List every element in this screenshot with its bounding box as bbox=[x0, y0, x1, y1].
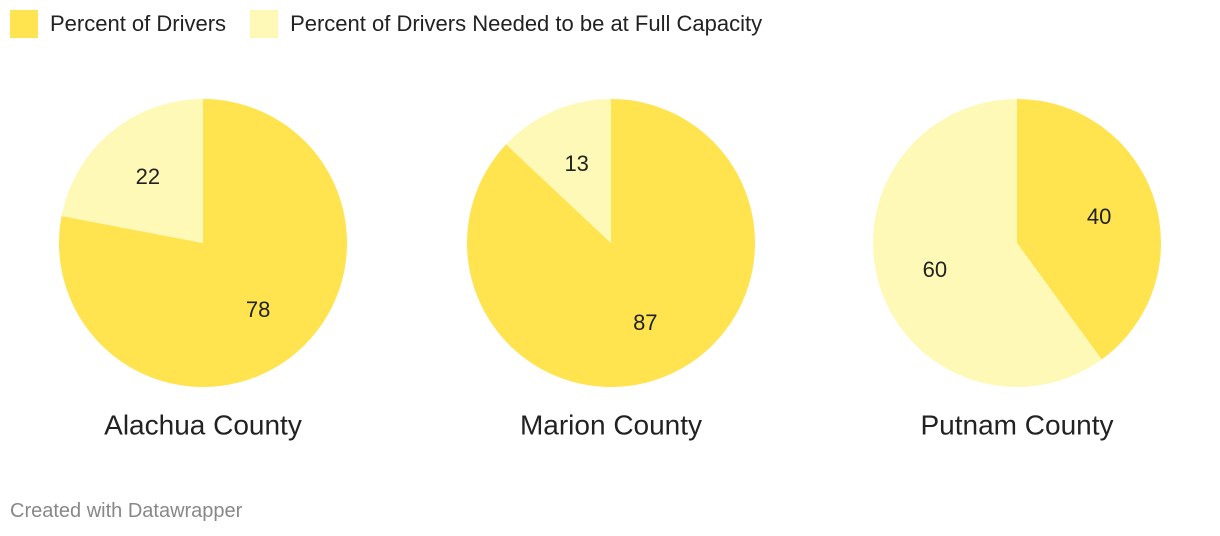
pie-slice-0-1 bbox=[61, 99, 204, 243]
pie-value-label-2-0: 40 bbox=[1087, 204, 1111, 229]
pie-slice-1-1 bbox=[506, 99, 611, 243]
pie-title-2: Putnam County bbox=[921, 410, 1114, 441]
pie-value-label-2-1: 60 bbox=[923, 257, 947, 282]
pie-title-0: Alachua County bbox=[104, 410, 302, 441]
legend-label-drivers: Percent of Drivers bbox=[50, 11, 227, 36]
legend-item-drivers: Percent of Drivers bbox=[10, 10, 226, 38]
pie-value-label-0-0: 78 bbox=[246, 297, 270, 322]
pie-slice-0-0 bbox=[59, 99, 348, 387]
legend-label-needed: Percent of Drivers Needed to be at Full … bbox=[290, 11, 763, 36]
pie-value-label-1-0: 87 bbox=[633, 310, 657, 335]
legend-item-needed: Percent of Drivers Needed to be at Full … bbox=[250, 10, 762, 38]
pie-title-1: Marion County bbox=[520, 410, 702, 441]
legend-swatch-drivers bbox=[10, 10, 38, 38]
legend-swatch-needed bbox=[250, 10, 279, 38]
pie-value-label-1-1: 13 bbox=[564, 151, 588, 176]
legend: Percent of Drivers Percent of Drivers Ne… bbox=[10, 10, 762, 38]
pie-value-label-0-1: 22 bbox=[136, 164, 160, 189]
pie-slice-2-0 bbox=[1017, 99, 1161, 360]
pie-slice-2-1 bbox=[873, 99, 1102, 387]
footer-credit: Created with Datawrapper bbox=[10, 500, 243, 522]
pie-slice-1-0 bbox=[467, 99, 756, 387]
